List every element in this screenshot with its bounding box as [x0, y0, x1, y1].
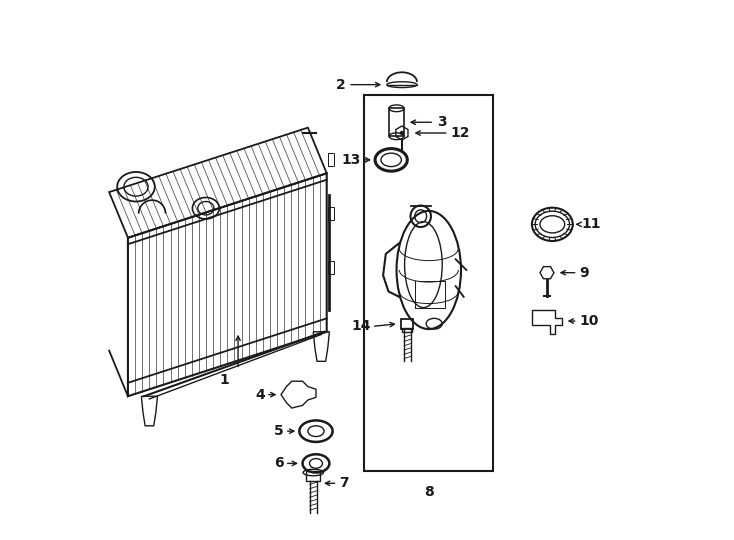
Circle shape	[400, 131, 404, 135]
Text: 9: 9	[579, 266, 589, 280]
Ellipse shape	[381, 153, 401, 166]
Bar	[328, 207, 334, 220]
Bar	[306, 471, 320, 481]
Bar	[401, 320, 413, 329]
Text: 3: 3	[437, 115, 446, 129]
Bar	[328, 261, 334, 274]
Text: 1: 1	[219, 373, 230, 387]
Text: 6: 6	[274, 456, 284, 470]
Text: 2: 2	[335, 78, 346, 92]
Text: 7: 7	[339, 476, 349, 490]
Text: 5: 5	[274, 424, 284, 438]
Ellipse shape	[308, 426, 324, 436]
Text: 12: 12	[450, 126, 470, 140]
Bar	[402, 328, 412, 332]
Bar	[364, 96, 493, 471]
Bar	[328, 153, 334, 166]
Text: 10: 10	[579, 314, 599, 328]
Text: 14: 14	[352, 319, 371, 333]
Ellipse shape	[310, 458, 322, 468]
Bar	[389, 109, 404, 136]
Text: 11: 11	[582, 217, 601, 231]
Text: 13: 13	[341, 153, 360, 167]
Text: 4: 4	[255, 388, 265, 402]
Text: 8: 8	[424, 485, 434, 499]
